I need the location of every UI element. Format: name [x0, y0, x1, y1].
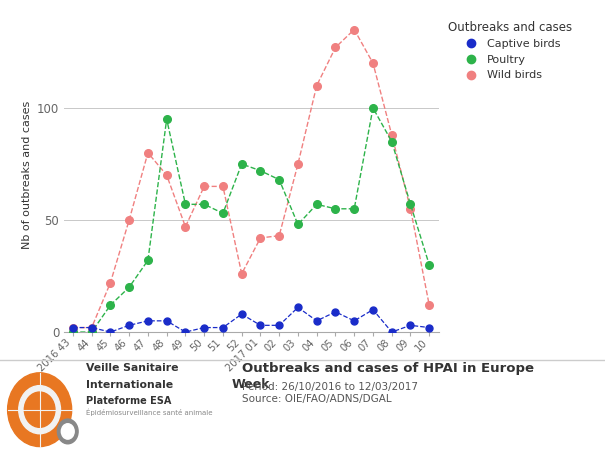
Circle shape: [61, 424, 74, 439]
Text: Period: 26/10/2016 to 12/03/2017: Period: 26/10/2016 to 12/03/2017: [242, 382, 418, 392]
Circle shape: [57, 419, 78, 444]
Circle shape: [19, 386, 60, 434]
Text: Outbreaks and cases of HPAI in Europe: Outbreaks and cases of HPAI in Europe: [242, 362, 534, 375]
X-axis label: Week: Week: [232, 378, 270, 391]
Y-axis label: Nb of outbreaks and cases: Nb of outbreaks and cases: [22, 101, 31, 249]
Circle shape: [8, 373, 71, 447]
Text: Épidémiosurveillance santé animale: Épidémiosurveillance santé animale: [86, 409, 212, 416]
Text: Internationale: Internationale: [86, 380, 173, 390]
Text: Veille Sanitaire: Veille Sanitaire: [86, 363, 178, 373]
Legend: Captive birds, Poultry, Wild birds: Captive birds, Poultry, Wild birds: [448, 21, 572, 81]
Text: Source: OIE/FAO/ADNS/DGAL: Source: OIE/FAO/ADNS/DGAL: [242, 394, 391, 404]
Circle shape: [24, 392, 55, 427]
Text: Plateforme ESA: Plateforme ESA: [86, 396, 171, 406]
